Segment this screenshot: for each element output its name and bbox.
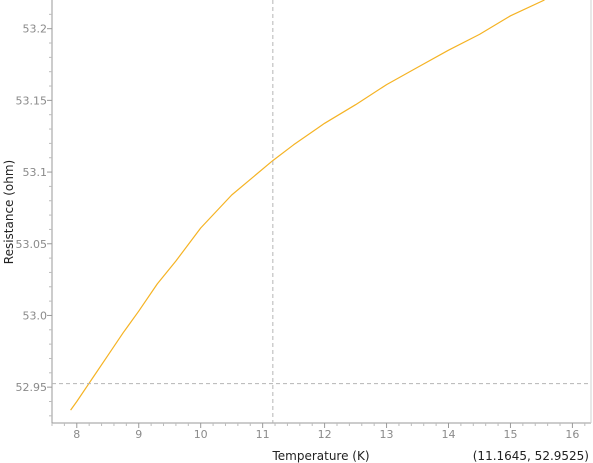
y-tick-label: 53.0 <box>23 309 48 322</box>
crosshair <box>52 0 591 423</box>
x-tick-label: 13 <box>380 428 394 441</box>
series-line-0 <box>70 0 545 411</box>
x-tick-label: 12 <box>318 428 332 441</box>
y-tick-label: 53.05 <box>16 238 48 251</box>
x-tick-label: 11 <box>256 428 270 441</box>
x-axis-label: Temperature (K) <box>271 449 369 463</box>
x-tick-label: 10 <box>194 428 208 441</box>
x-tick-label: 14 <box>442 428 456 441</box>
x-tick-label: 8 <box>73 428 80 441</box>
x-tick-label: 15 <box>503 428 517 441</box>
y-tick-label: 53.2 <box>23 23 48 36</box>
x-tick-label: 16 <box>565 428 579 441</box>
x-tick-label: 9 <box>135 428 142 441</box>
y-axis-label: Resistance (ohm) <box>2 160 16 264</box>
y-tick-label: 53.1 <box>23 166 48 179</box>
y-tick-label: 52.95 <box>16 381 48 394</box>
x-axis-ticks: 8 9 10 11 12 13 14 15 16 <box>51 423 586 441</box>
y-axis-ticks: 52.95 53.0 53.05 53.1 53.15 53.2 <box>16 13 52 417</box>
axes <box>51 0 592 424</box>
coordinate-readout: (11.1645, 52.9525) <box>473 449 589 463</box>
y-tick-label: 53.15 <box>16 94 48 107</box>
series-layer <box>70 0 545 411</box>
